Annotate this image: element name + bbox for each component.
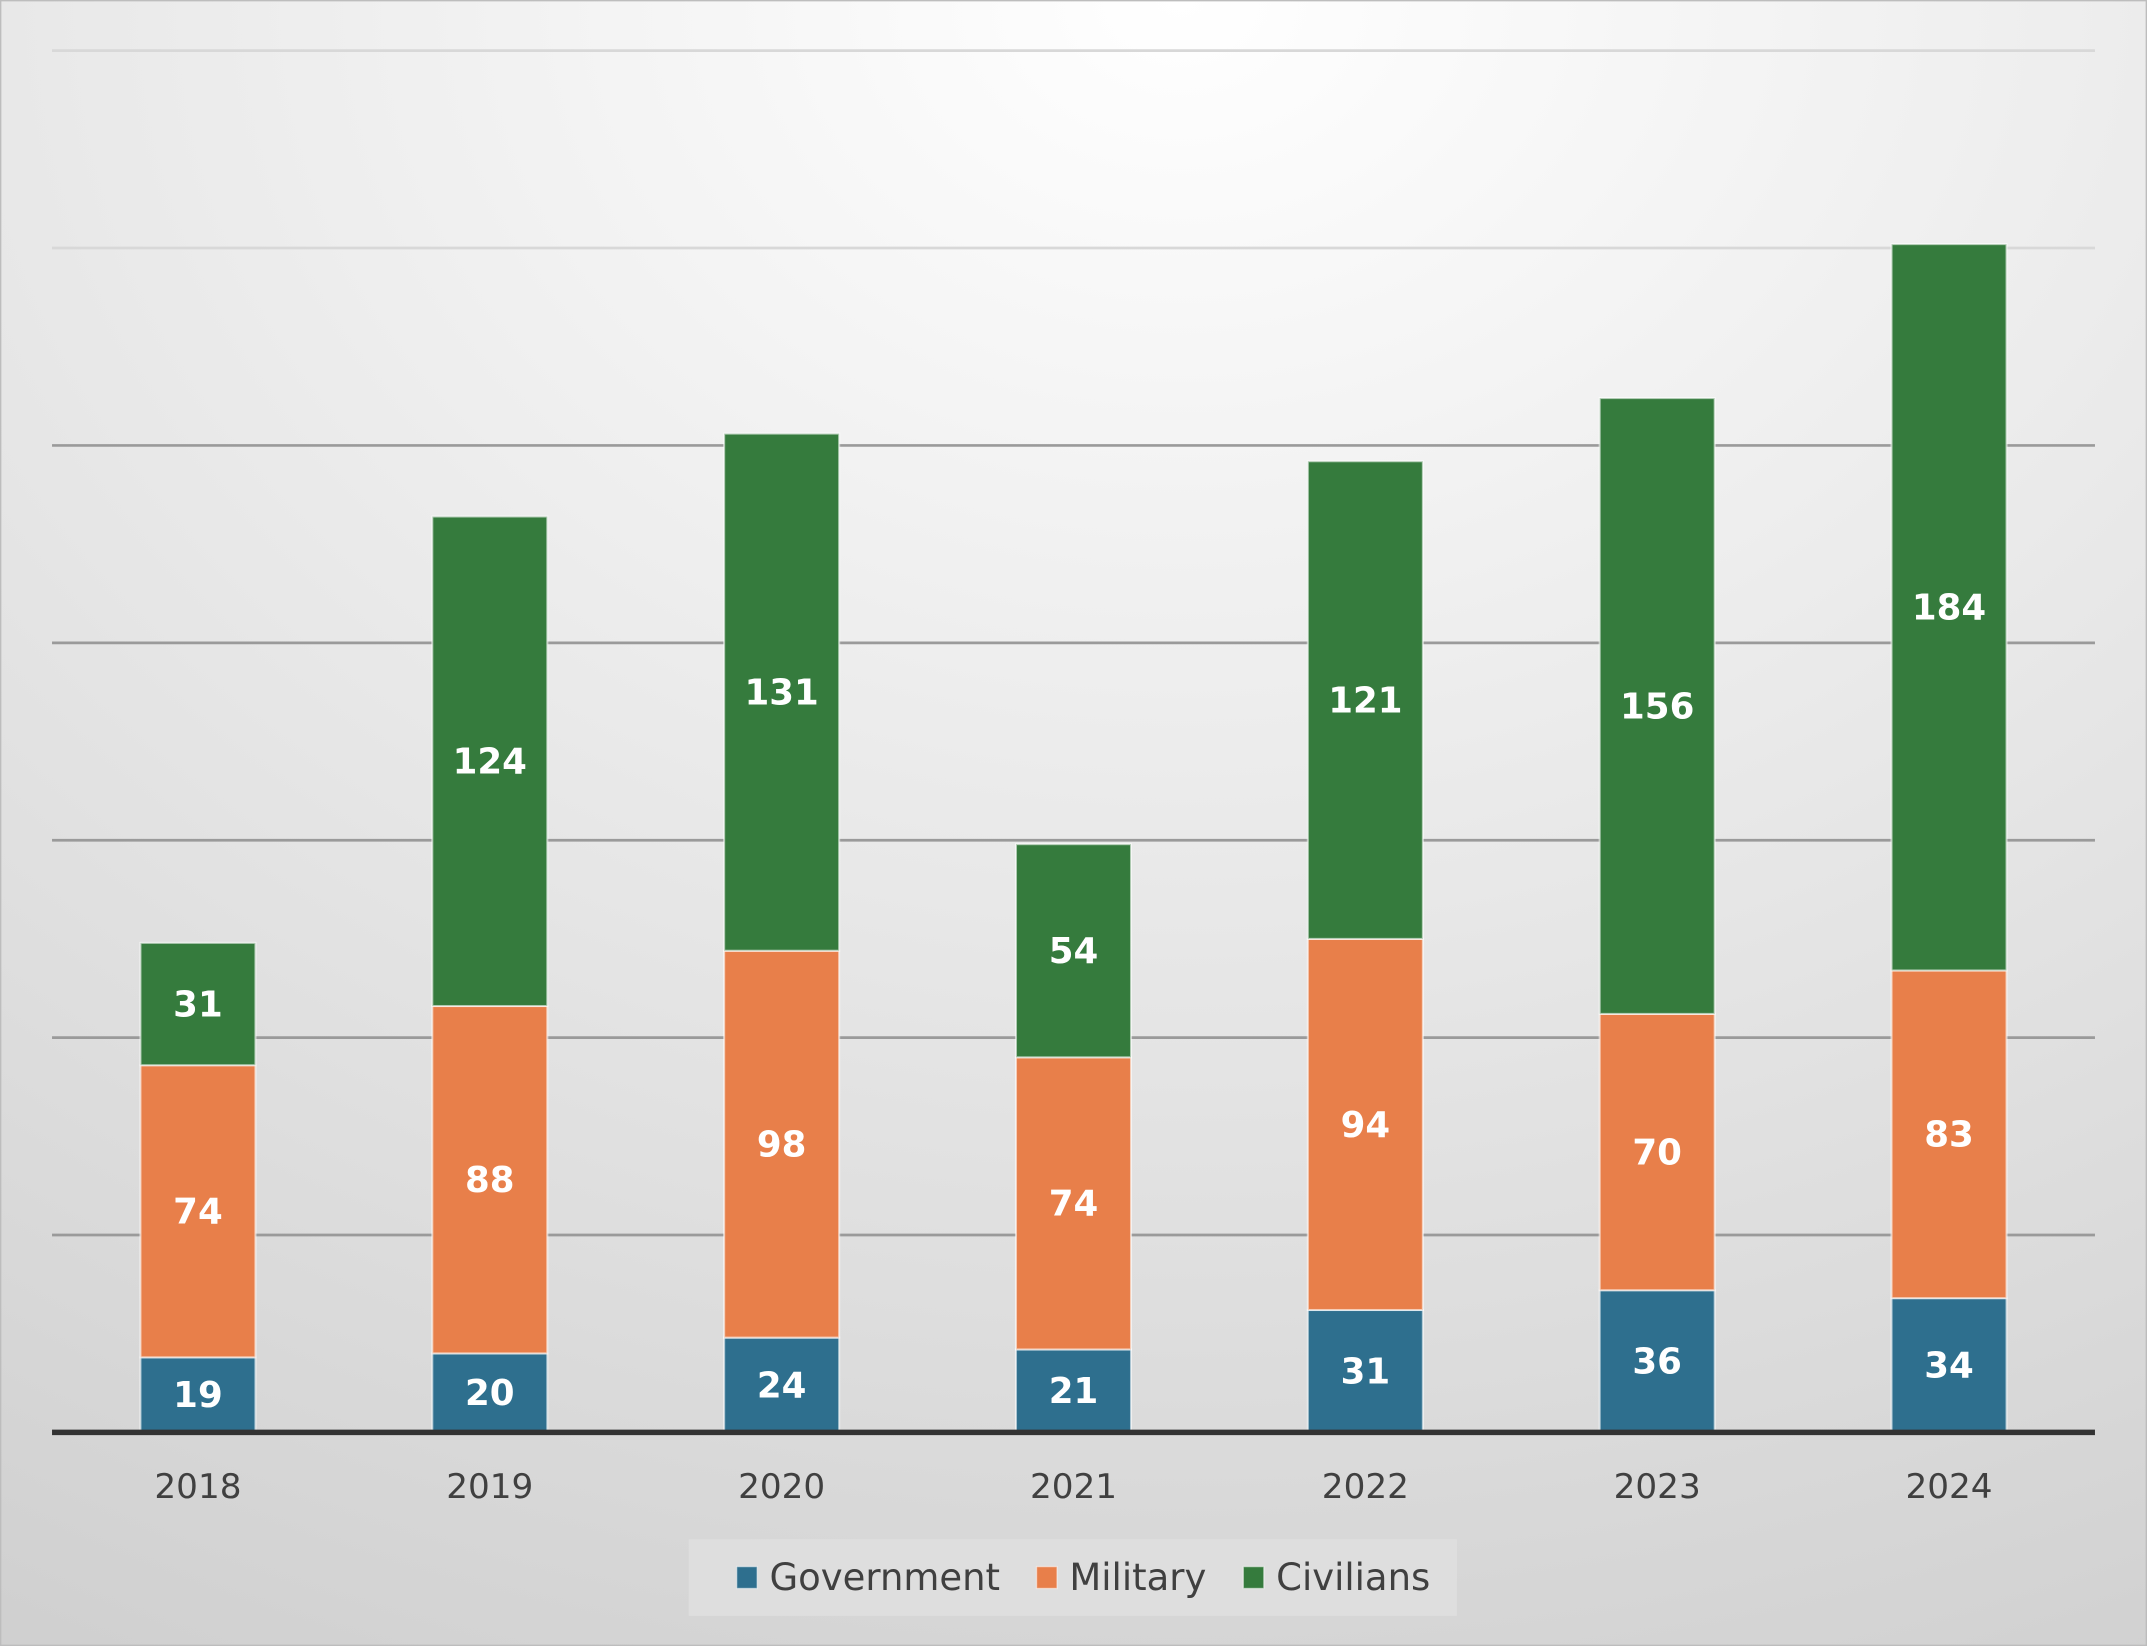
bar-civilians-2021 <box>1014 843 1133 1059</box>
bar-military-2019 <box>431 1004 549 1355</box>
bar-government-2022 <box>1306 1308 1424 1434</box>
legend-label-military: Military <box>1069 1556 1206 1599</box>
data-label-military-2023: 70 <box>1632 1132 1682 1173</box>
legend-label-civilians: Civilians <box>1276 1556 1430 1599</box>
data-label-civilians-2022: 121 <box>1328 680 1402 721</box>
bar-military-2023 <box>1598 1012 1716 1292</box>
data-label-government-2024: 34 <box>1924 1346 1974 1387</box>
data-label-military-2022: 94 <box>1341 1105 1391 1146</box>
x-tick-labels: 2018 2019 2020 2021 2022 2023 2024 <box>154 1467 1992 1507</box>
bar-civilians-2018 <box>139 941 257 1067</box>
bar-government-2020 <box>723 1336 841 1434</box>
data-label-government-2019: 20 <box>465 1373 515 1414</box>
x-tick-label: 2019 <box>446 1467 533 1507</box>
data-label-military-2019: 88 <box>465 1160 515 1201</box>
data-label-government-2023: 36 <box>1632 1342 1682 1383</box>
data-label-civilians-2021: 54 <box>1049 931 1099 972</box>
data-label-military-2021: 74 <box>1049 1184 1099 1225</box>
bar-military-2018 <box>139 1064 257 1359</box>
bar-civilians-2020 <box>723 432 841 952</box>
data-label-military-2018: 74 <box>173 1192 223 1233</box>
legend-label-government: Government <box>770 1556 1001 1599</box>
x-tick-label: 2023 <box>1614 1467 1701 1507</box>
bar-civilians-2024 <box>1890 243 2008 972</box>
data-label-civilians-2023: 156 <box>1620 686 1694 727</box>
data-label-government-2021: 21 <box>1049 1371 1099 1412</box>
data-label-government-2020: 24 <box>757 1365 807 1406</box>
data-label-government-2022: 31 <box>1341 1352 1391 1393</box>
bar-government-2021 <box>1014 1348 1133 1434</box>
x-tick-label: 2022 <box>1322 1467 1409 1507</box>
bar-military-2024 <box>1890 969 2008 1300</box>
data-label-government-2018: 19 <box>173 1375 223 1416</box>
data-label-civilians-2019: 124 <box>453 742 527 783</box>
data-label-civilians-2024: 184 <box>1912 588 1986 629</box>
bar-government-2023 <box>1598 1289 1716 1434</box>
data-labels: 19 74 31 20 88 124 24 98 131 21 74 54 31 94 121 36 70 156… <box>173 588 1986 1417</box>
bar-government-2019 <box>431 1352 549 1434</box>
bar-military-2021 <box>1014 1056 1133 1351</box>
data-label-military-2020: 98 <box>757 1125 807 1166</box>
legend-swatch-civilians <box>1242 1565 1265 1590</box>
bar-military-2020 <box>723 949 841 1339</box>
x-tick-label: 2018 <box>154 1467 241 1507</box>
legend-background <box>688 1539 1457 1616</box>
bar-civilians-2023 <box>1598 397 1716 1015</box>
legend-swatch-military <box>1035 1565 1058 1590</box>
bars <box>139 243 2008 1434</box>
data-label-civilians-2020: 131 <box>744 672 818 713</box>
x-tick-label: 2024 <box>1905 1467 1992 1507</box>
bar-civilians-2019 <box>431 515 549 1008</box>
x-tick-label: 2021 <box>1030 1467 1117 1507</box>
data-label-civilians-2018: 31 <box>173 984 223 1025</box>
legend: Government Military Civilians <box>688 1539 1457 1616</box>
bar-civilians-2022 <box>1306 460 1424 940</box>
legend-swatch-government <box>735 1565 758 1590</box>
data-label-military-2024: 83 <box>1924 1115 1974 1156</box>
x-tick-label: 2020 <box>738 1467 825 1507</box>
